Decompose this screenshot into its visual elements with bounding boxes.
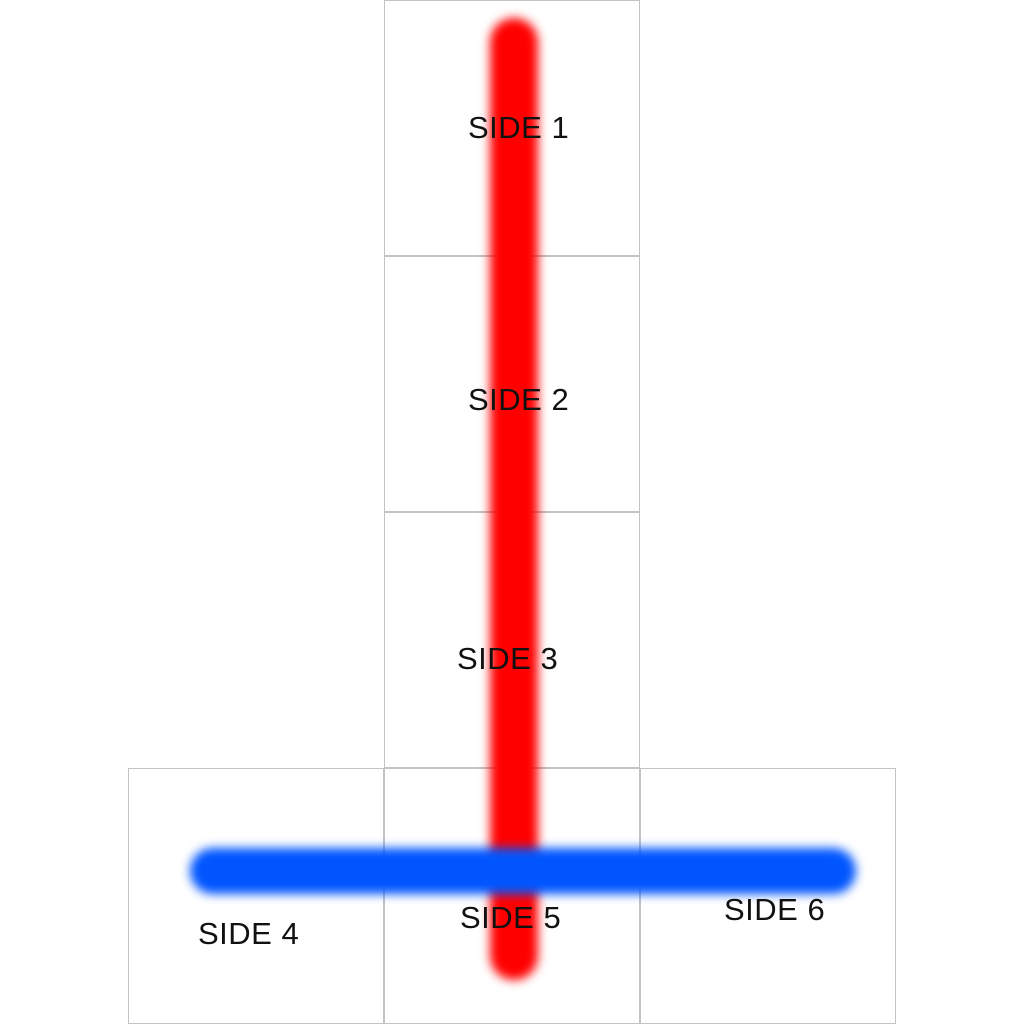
red-vertical-stripe (490, 18, 538, 980)
side-6-label: SIDE 6 (724, 892, 826, 927)
side-2-label: SIDE 2 (468, 382, 570, 417)
side-3-label: SIDE 3 (457, 641, 559, 676)
blue-horizontal-stripe (190, 848, 856, 894)
side-4-label: SIDE 4 (198, 916, 300, 951)
side-5-label: SIDE 5 (460, 900, 562, 935)
side-4-face (128, 768, 384, 1024)
side-1-label: SIDE 1 (468, 110, 570, 145)
